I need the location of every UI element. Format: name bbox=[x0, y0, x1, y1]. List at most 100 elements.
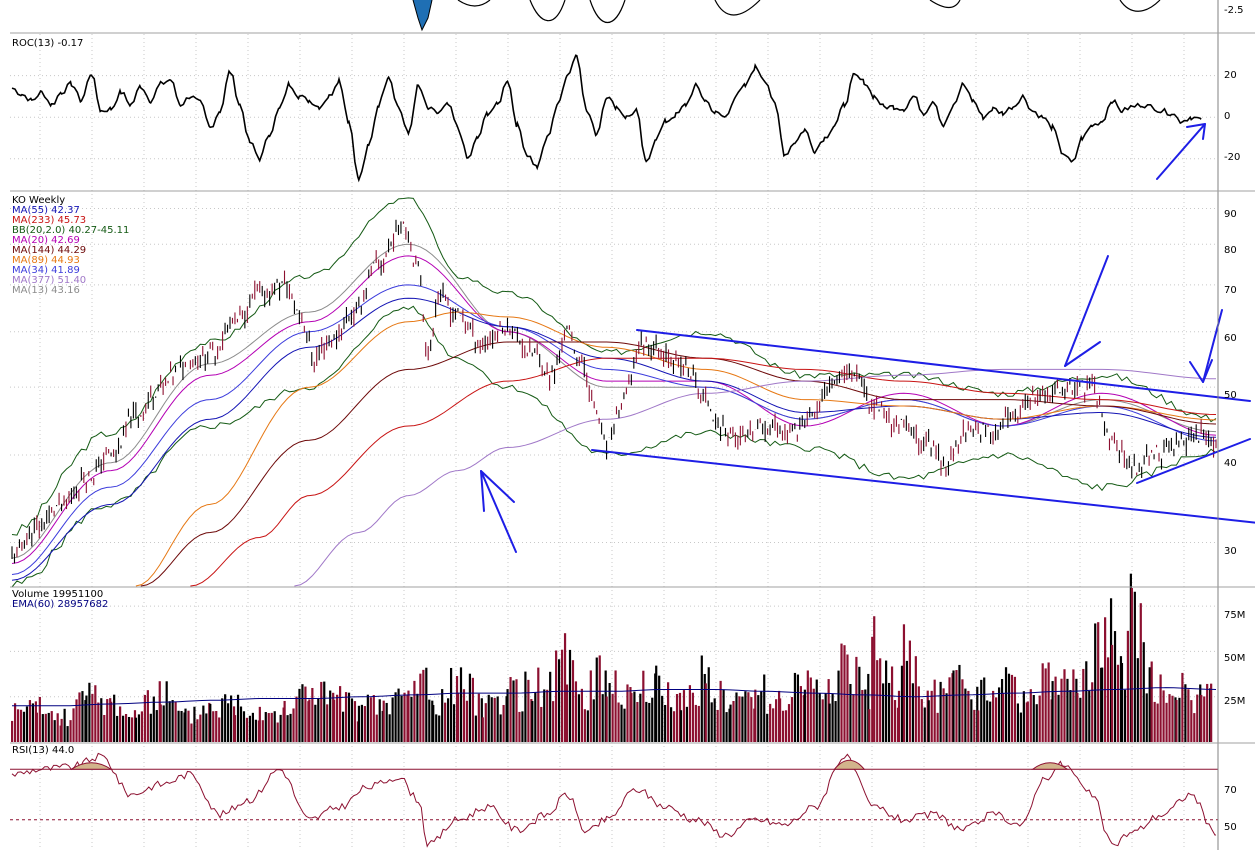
volume-bar bbox=[229, 695, 233, 742]
roc-panel bbox=[10, 34, 1218, 190]
volume-bar bbox=[357, 705, 361, 742]
volume-bar bbox=[1007, 673, 1011, 742]
volume-bar bbox=[948, 677, 951, 742]
volume-bar bbox=[840, 643, 843, 742]
volume-bar bbox=[933, 679, 936, 742]
volume-bar bbox=[487, 694, 490, 742]
volume-bar bbox=[369, 697, 372, 742]
volume-bar bbox=[852, 694, 855, 742]
volume-bar bbox=[930, 690, 933, 742]
volume-bar bbox=[44, 713, 47, 742]
volume-bar bbox=[855, 656, 858, 742]
legend-entry: MA(144) 44.29 bbox=[12, 245, 86, 256]
volume-bar bbox=[846, 654, 849, 742]
volume-bar bbox=[1104, 617, 1107, 742]
volume-bar bbox=[1054, 676, 1057, 742]
volume-bar bbox=[441, 689, 444, 742]
volume-bar bbox=[1148, 667, 1151, 742]
volume-bar bbox=[1210, 683, 1213, 742]
volume-bar bbox=[741, 696, 744, 742]
volume-bar bbox=[849, 683, 852, 742]
volume-bar bbox=[617, 702, 620, 742]
volume-bar bbox=[159, 704, 162, 742]
roc-tick-label: -20 bbox=[1224, 152, 1240, 163]
volume-bar bbox=[215, 710, 218, 742]
volume-bar bbox=[664, 704, 667, 742]
volume-ema-line bbox=[12, 687, 1217, 707]
volume-bar bbox=[298, 688, 301, 742]
volume-bar bbox=[1126, 630, 1130, 742]
rsi-tick-label: 50 bbox=[1224, 822, 1237, 833]
volume-bar bbox=[190, 723, 193, 742]
volume-bar bbox=[818, 693, 821, 742]
volume-bar bbox=[729, 704, 732, 742]
legend-entry: MA(233) 45.73 bbox=[12, 215, 86, 226]
volume-bar bbox=[608, 683, 611, 742]
volume-bar bbox=[958, 664, 961, 742]
volume-bar bbox=[754, 689, 757, 742]
volume-bar bbox=[868, 709, 871, 742]
volume-bar bbox=[571, 660, 575, 742]
volume-bar bbox=[704, 683, 707, 742]
volume-bar bbox=[1156, 703, 1159, 742]
volume-bar bbox=[242, 711, 246, 742]
legend-entry: MA(377) 51.40 bbox=[12, 275, 86, 286]
volume-bar bbox=[1051, 681, 1054, 742]
volume-bar bbox=[543, 689, 546, 742]
rsi-title: RSI(13) 44.0 bbox=[12, 745, 74, 756]
volume-bar bbox=[116, 715, 119, 742]
volume-bar bbox=[378, 699, 381, 742]
volume-bar bbox=[719, 680, 722, 742]
volume-bar bbox=[558, 659, 561, 742]
volume-bar bbox=[78, 692, 81, 742]
volume-bar bbox=[858, 666, 861, 742]
volume-bar bbox=[385, 702, 388, 742]
legend-entry: BB(20,2.0) 40.27-45.11 bbox=[12, 225, 129, 236]
volume-bar bbox=[106, 699, 109, 742]
volume-bar bbox=[952, 670, 955, 742]
volume-bar bbox=[645, 701, 648, 742]
moving-average-line bbox=[11, 255, 1217, 564]
volume-bar bbox=[317, 698, 320, 742]
volume-bar bbox=[694, 704, 697, 742]
volume-bar bbox=[563, 633, 567, 742]
volume-bar bbox=[601, 694, 604, 742]
volume-bar bbox=[1091, 682, 1094, 742]
volume-bar bbox=[512, 680, 515, 742]
arrow-shaft bbox=[1064, 255, 1109, 367]
volume-bar bbox=[1060, 678, 1063, 742]
volume-bar bbox=[917, 686, 920, 742]
volume-bar bbox=[165, 681, 168, 742]
volume-bar bbox=[127, 716, 131, 742]
volume-bar bbox=[1094, 623, 1097, 742]
volume-bar bbox=[94, 685, 97, 742]
volume-bar bbox=[882, 683, 885, 742]
rsi-panel bbox=[10, 744, 1218, 850]
volume-bar bbox=[589, 670, 592, 742]
volume-bar bbox=[403, 692, 406, 742]
volume-bar bbox=[1196, 694, 1199, 742]
volume-bar bbox=[691, 692, 694, 742]
volume-bar bbox=[1072, 669, 1075, 742]
volume-bar bbox=[1069, 690, 1072, 742]
volume-bar bbox=[1044, 668, 1047, 742]
volume-bar bbox=[304, 686, 307, 742]
volume-bar bbox=[595, 657, 598, 742]
series-layer bbox=[10, 0, 1218, 848]
volume-bar bbox=[180, 710, 183, 742]
top-indicator-line bbox=[457, 0, 1161, 23]
volume-bar bbox=[326, 704, 329, 742]
volume-bar bbox=[1085, 661, 1088, 742]
volume-bar bbox=[864, 689, 867, 742]
volume-bar bbox=[143, 694, 146, 742]
volume-bar bbox=[227, 703, 230, 742]
volume-bar bbox=[636, 702, 639, 742]
volume-bar bbox=[1035, 704, 1038, 742]
volume-bar bbox=[738, 696, 741, 742]
volume-bar bbox=[202, 705, 205, 742]
volume-bar bbox=[119, 706, 122, 742]
volume-bar bbox=[614, 670, 617, 742]
volume-bar bbox=[1004, 667, 1008, 742]
volume-bar bbox=[682, 690, 686, 742]
volume-bar bbox=[38, 696, 41, 742]
